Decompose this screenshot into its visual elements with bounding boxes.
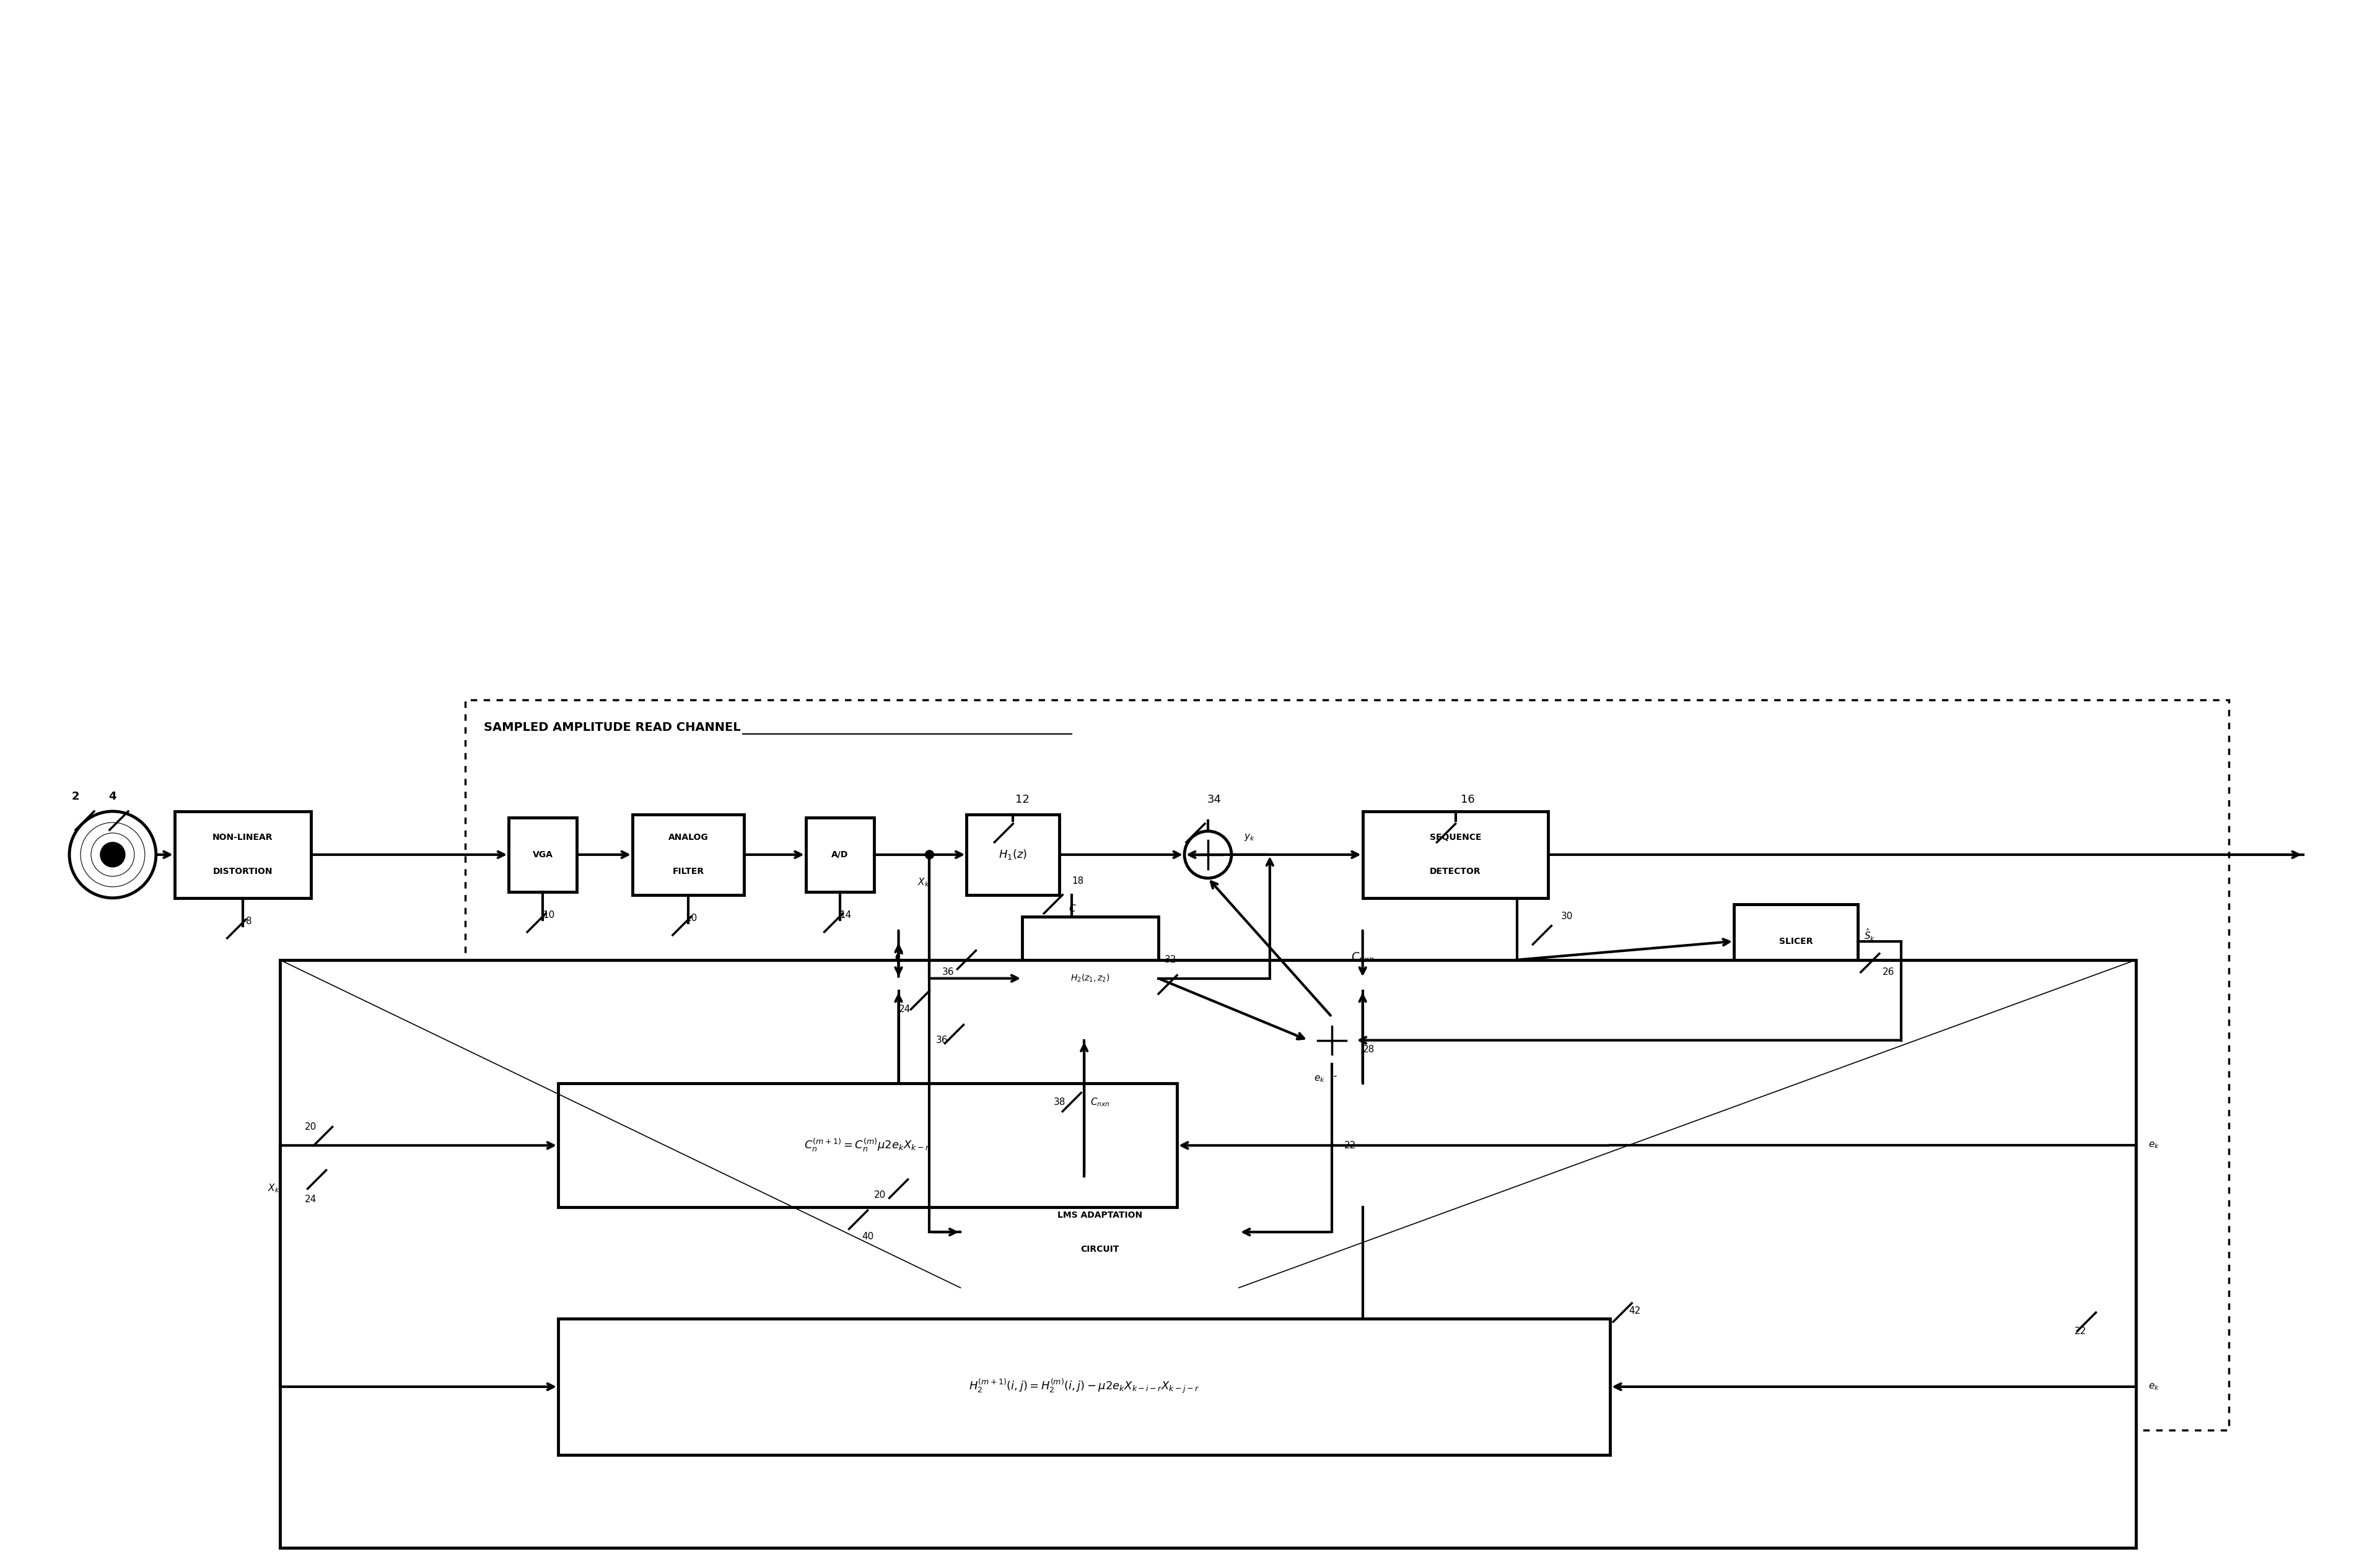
Text: 16: 16 <box>1461 794 1476 805</box>
Text: SEQUENCE: SEQUENCE <box>1430 834 1480 841</box>
Text: C: C <box>895 951 902 962</box>
Text: $C_n^{(m+1)} = C_n^{(m)} \mu 2e_k X_{k-n}$: $C_n^{(m+1)} = C_n^{(m)} \mu 2e_k X_{k-n… <box>804 1138 931 1153</box>
Text: $H_2^{(m+1)}(i,j) = H_2^{(m)}(i,j) - \mu 2e_k X_{k-i-r} X_{k-j-r}$: $H_2^{(m+1)}(i,j) = H_2^{(m)}(i,j) - \mu… <box>969 1377 1200 1396</box>
FancyBboxPatch shape <box>559 1319 1611 1454</box>
Text: 34: 34 <box>1207 794 1221 805</box>
Text: $X_k$: $X_k$ <box>916 876 928 888</box>
Text: 24: 24 <box>305 1196 317 1203</box>
FancyBboxPatch shape <box>281 961 2137 1548</box>
Text: CIRCUIT: CIRCUIT <box>1081 1244 1119 1254</box>
Text: 22: 22 <box>1345 1141 1357 1150</box>
Text: 32: 32 <box>1164 956 1176 964</box>
Text: FILTER: FILTER <box>671 867 704 876</box>
Text: $C_{nxn}$: $C_{nxn}$ <box>1090 1097 1109 1108</box>
FancyBboxPatch shape <box>1735 904 1859 978</box>
Text: ANALOG: ANALOG <box>669 834 709 841</box>
Text: 24: 24 <box>900 1004 912 1014</box>
Text: 20: 20 <box>873 1191 885 1200</box>
FancyBboxPatch shape <box>509 818 576 892</box>
Text: 36: 36 <box>942 967 954 976</box>
Text: 8: 8 <box>245 917 252 926</box>
Text: $e_k$: $e_k$ <box>2149 1141 2159 1150</box>
Text: 30: 30 <box>1561 912 1573 921</box>
Text: VGA: VGA <box>533 851 552 859</box>
Text: $H_1(z)$: $H_1(z)$ <box>1000 848 1028 862</box>
Text: DETECTOR: DETECTOR <box>1430 867 1480 876</box>
Text: 40: 40 <box>862 1232 873 1241</box>
FancyBboxPatch shape <box>962 1177 1240 1288</box>
Text: $e_k$: $e_k$ <box>1314 1075 1326 1084</box>
Text: $y_k$: $y_k$ <box>1245 832 1254 843</box>
Text: $X_k$: $X_k$ <box>267 1183 278 1194</box>
Text: 38: 38 <box>1054 1097 1066 1106</box>
Text: 22: 22 <box>2075 1326 2087 1335</box>
Text: C: C <box>1069 904 1076 914</box>
Circle shape <box>926 851 933 859</box>
Text: -: - <box>1333 1070 1338 1081</box>
Text: $H_2(z_1, z_2)$: $H_2(z_1, z_2)$ <box>1071 973 1109 984</box>
FancyBboxPatch shape <box>966 815 1059 895</box>
Text: 10: 10 <box>543 910 555 920</box>
Text: +: + <box>1295 1031 1304 1042</box>
Text: 28: 28 <box>1364 1045 1376 1055</box>
Text: LMS ADAPTATION: LMS ADAPTATION <box>1057 1211 1142 1219</box>
Text: 18: 18 <box>1071 876 1083 885</box>
Text: 36: 36 <box>935 1036 947 1045</box>
Text: $\hat{S}_k$: $\hat{S}_k$ <box>1864 928 1875 943</box>
FancyBboxPatch shape <box>633 815 745 895</box>
Text: A/D: A/D <box>831 851 847 859</box>
FancyBboxPatch shape <box>174 812 312 898</box>
Circle shape <box>100 843 126 867</box>
Text: SLICER: SLICER <box>1778 937 1814 945</box>
FancyBboxPatch shape <box>807 818 873 892</box>
FancyBboxPatch shape <box>559 1083 1178 1207</box>
Text: 14: 14 <box>840 910 852 920</box>
Text: 10: 10 <box>685 914 697 923</box>
FancyBboxPatch shape <box>1023 917 1159 1040</box>
Text: $C_{nxn}$: $C_{nxn}$ <box>1352 951 1373 962</box>
Text: 26: 26 <box>1883 967 1894 976</box>
Text: 2: 2 <box>71 791 79 802</box>
Text: SAMPLED AMPLITUDE READ CHANNEL: SAMPLED AMPLITUDE READ CHANNEL <box>483 722 740 733</box>
Text: 20: 20 <box>305 1122 317 1131</box>
FancyBboxPatch shape <box>1364 812 1549 898</box>
Text: $e_k$: $e_k$ <box>2149 1382 2159 1391</box>
Text: 4: 4 <box>109 791 117 802</box>
Text: 12: 12 <box>1016 794 1031 805</box>
Text: NON-LINEAR: NON-LINEAR <box>212 834 274 841</box>
Text: DISTORTION: DISTORTION <box>212 867 274 876</box>
Text: 42: 42 <box>1628 1307 1640 1316</box>
